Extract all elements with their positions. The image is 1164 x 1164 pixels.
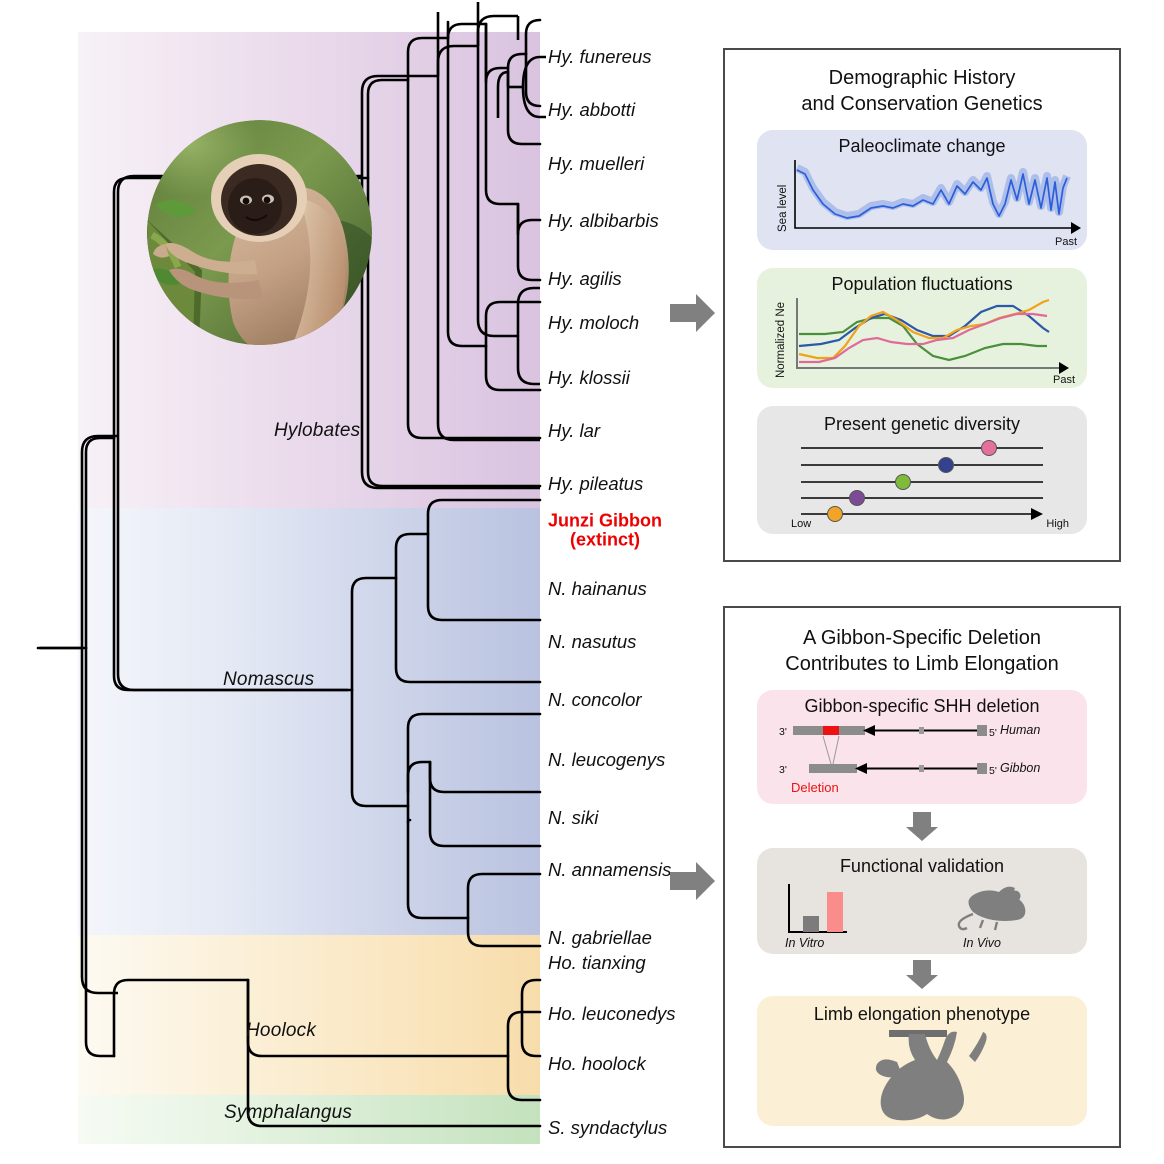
arrow-shh-to-validation: [905, 812, 939, 842]
panel-bottom-title: A Gibbon-Specific Deletion Contributes t…: [725, 626, 1119, 677]
taxon-label: N. hainanus: [548, 578, 647, 599]
taxon-label: Hy. lar: [548, 420, 601, 441]
card-paleoclimate-change: Paleoclimate change Sea level Past: [757, 130, 1087, 250]
population-xlabel: Past: [1052, 374, 1075, 386]
card-shh-title: Gibbon-specific SHH deletion: [804, 696, 1040, 716]
genus-label-hoolock: Hoolock: [246, 1020, 317, 1041]
taxon-label: N. annamensis: [548, 859, 672, 880]
in-vivo-label: In Vivo: [963, 936, 1001, 950]
junzi-status: (extinct): [569, 530, 640, 550]
genus-band-symphalangus: [78, 1095, 540, 1144]
human-3prime-label: 3': [779, 726, 787, 738]
shh-deletion-diagram: [793, 725, 987, 774]
taxon-label: Hy. abbotti: [548, 99, 636, 120]
deletion-label: Deletion: [791, 780, 839, 795]
panel-gibbon-deletion: A Gibbon-Specific Deletion Contributes t…: [723, 606, 1121, 1148]
genus-label-hylobates: Hylobates: [274, 420, 361, 441]
genus-band-nomascus: [78, 508, 540, 935]
taxon-label: Hy. pileatus: [548, 473, 644, 494]
card-population-title: Population fluctuations: [831, 274, 1013, 294]
paleoclimate-plot: [794, 160, 1081, 234]
phylogenetic-tree: Hylobates Nomascus Hoolock Symphalangus: [36, 2, 546, 1144]
taxon-label: Hy. klossii: [548, 367, 630, 388]
card-limb-title: Limb elongation phenotype: [813, 1004, 1031, 1024]
taxon-label: Ho. hoolock: [548, 1053, 646, 1074]
mouse-silhouette-icon: [957, 886, 1026, 931]
panel-bottom-title-line2: Contributes to Limb Elongation: [785, 652, 1059, 675]
genus-label-nomascus: Nomascus: [223, 669, 315, 690]
taxon-label: N. leucogenys: [548, 749, 666, 770]
gibbon-5prime-label: 5': [989, 765, 997, 777]
gibbon-hanging-silhouette-icon: [875, 1030, 987, 1121]
card-functional-validation: Functional validation In Vitro In Vivo: [757, 848, 1087, 954]
human-5prime-label: 5': [989, 727, 997, 739]
human-species-label: Human: [1000, 723, 1041, 737]
taxon-label: Hy. muelleri: [548, 153, 645, 174]
taxon-label: Ho. leuconedys: [548, 1003, 676, 1024]
arrow-validation-to-phenotype: [905, 960, 939, 990]
panel-top-title-line2: and Conservation Genetics: [801, 92, 1043, 115]
card-paleoclimate-title: Paleoclimate change: [838, 136, 1006, 156]
diversity-low-label: Low: [791, 518, 812, 530]
genus-band-hoolock: [78, 935, 540, 1095]
arrow-tree-to-deletion-panel: [670, 860, 716, 902]
junzi-name: Junzi Gibbon: [548, 510, 662, 531]
taxon-label: Hy. moloch: [548, 312, 640, 333]
taxon-label: N. gabriellae: [548, 927, 652, 948]
card-population-fluctuations: Population fluctuations Normalized Ne Pa…: [757, 268, 1087, 388]
card-present-genetic-diversity: Present genetic diversity Low High: [757, 406, 1087, 534]
card-diversity-title: Present genetic diversity: [823, 414, 1021, 434]
panel-top-title: Demographic History and Conservation Gen…: [725, 66, 1119, 117]
population-plot: [796, 298, 1069, 374]
in-vitro-label: In Vitro: [785, 936, 825, 950]
taxon-label: N. siki: [548, 807, 599, 828]
arrow-tree-to-demographic-panel: [670, 292, 716, 334]
genus-label-symphalangus: Symphalangus: [224, 1102, 353, 1123]
taxon-label: Ho. tianxing: [548, 952, 646, 973]
taxon-label: Hy. funereus: [548, 46, 652, 67]
card-validation-title: Functional validation: [839, 856, 1005, 876]
tree-branches-main: [36, 18, 542, 1128]
gibbon-photo: [147, 120, 372, 345]
paleoclimate-xlabel: Past: [1054, 236, 1077, 248]
diversity-plot: [801, 440, 1043, 522]
diversity-high-label: High: [1046, 518, 1069, 530]
panel-top-title-line1: Demographic History: [828, 67, 1016, 89]
taxon-label: Hy. agilis: [548, 268, 622, 289]
panel-demographic-history: Demographic History and Conservation Gen…: [723, 48, 1121, 562]
gibbon-3prime-label: 3': [779, 764, 787, 776]
panel-bottom-title-line1: A Gibbon-Specific Deletion: [803, 627, 1041, 649]
taxon-label: N. nasutus: [548, 631, 637, 652]
card-shh-deletion: Gibbon-specific SHH deletion 3' 5' Human…: [757, 690, 1087, 804]
card-limb-elongation: Limb elongation phenotype: [757, 996, 1087, 1126]
in-vitro-barchart: [788, 884, 847, 933]
taxon-label-junzi-extinct: Junzi Gibbon (extinct): [548, 510, 662, 551]
taxon-label: N. concolor: [548, 689, 642, 710]
gibbon-species-label: Gibbon: [1000, 761, 1041, 775]
taxon-label: Hy. albibarbis: [548, 210, 659, 231]
taxon-label: S. syndactylus: [548, 1117, 668, 1138]
